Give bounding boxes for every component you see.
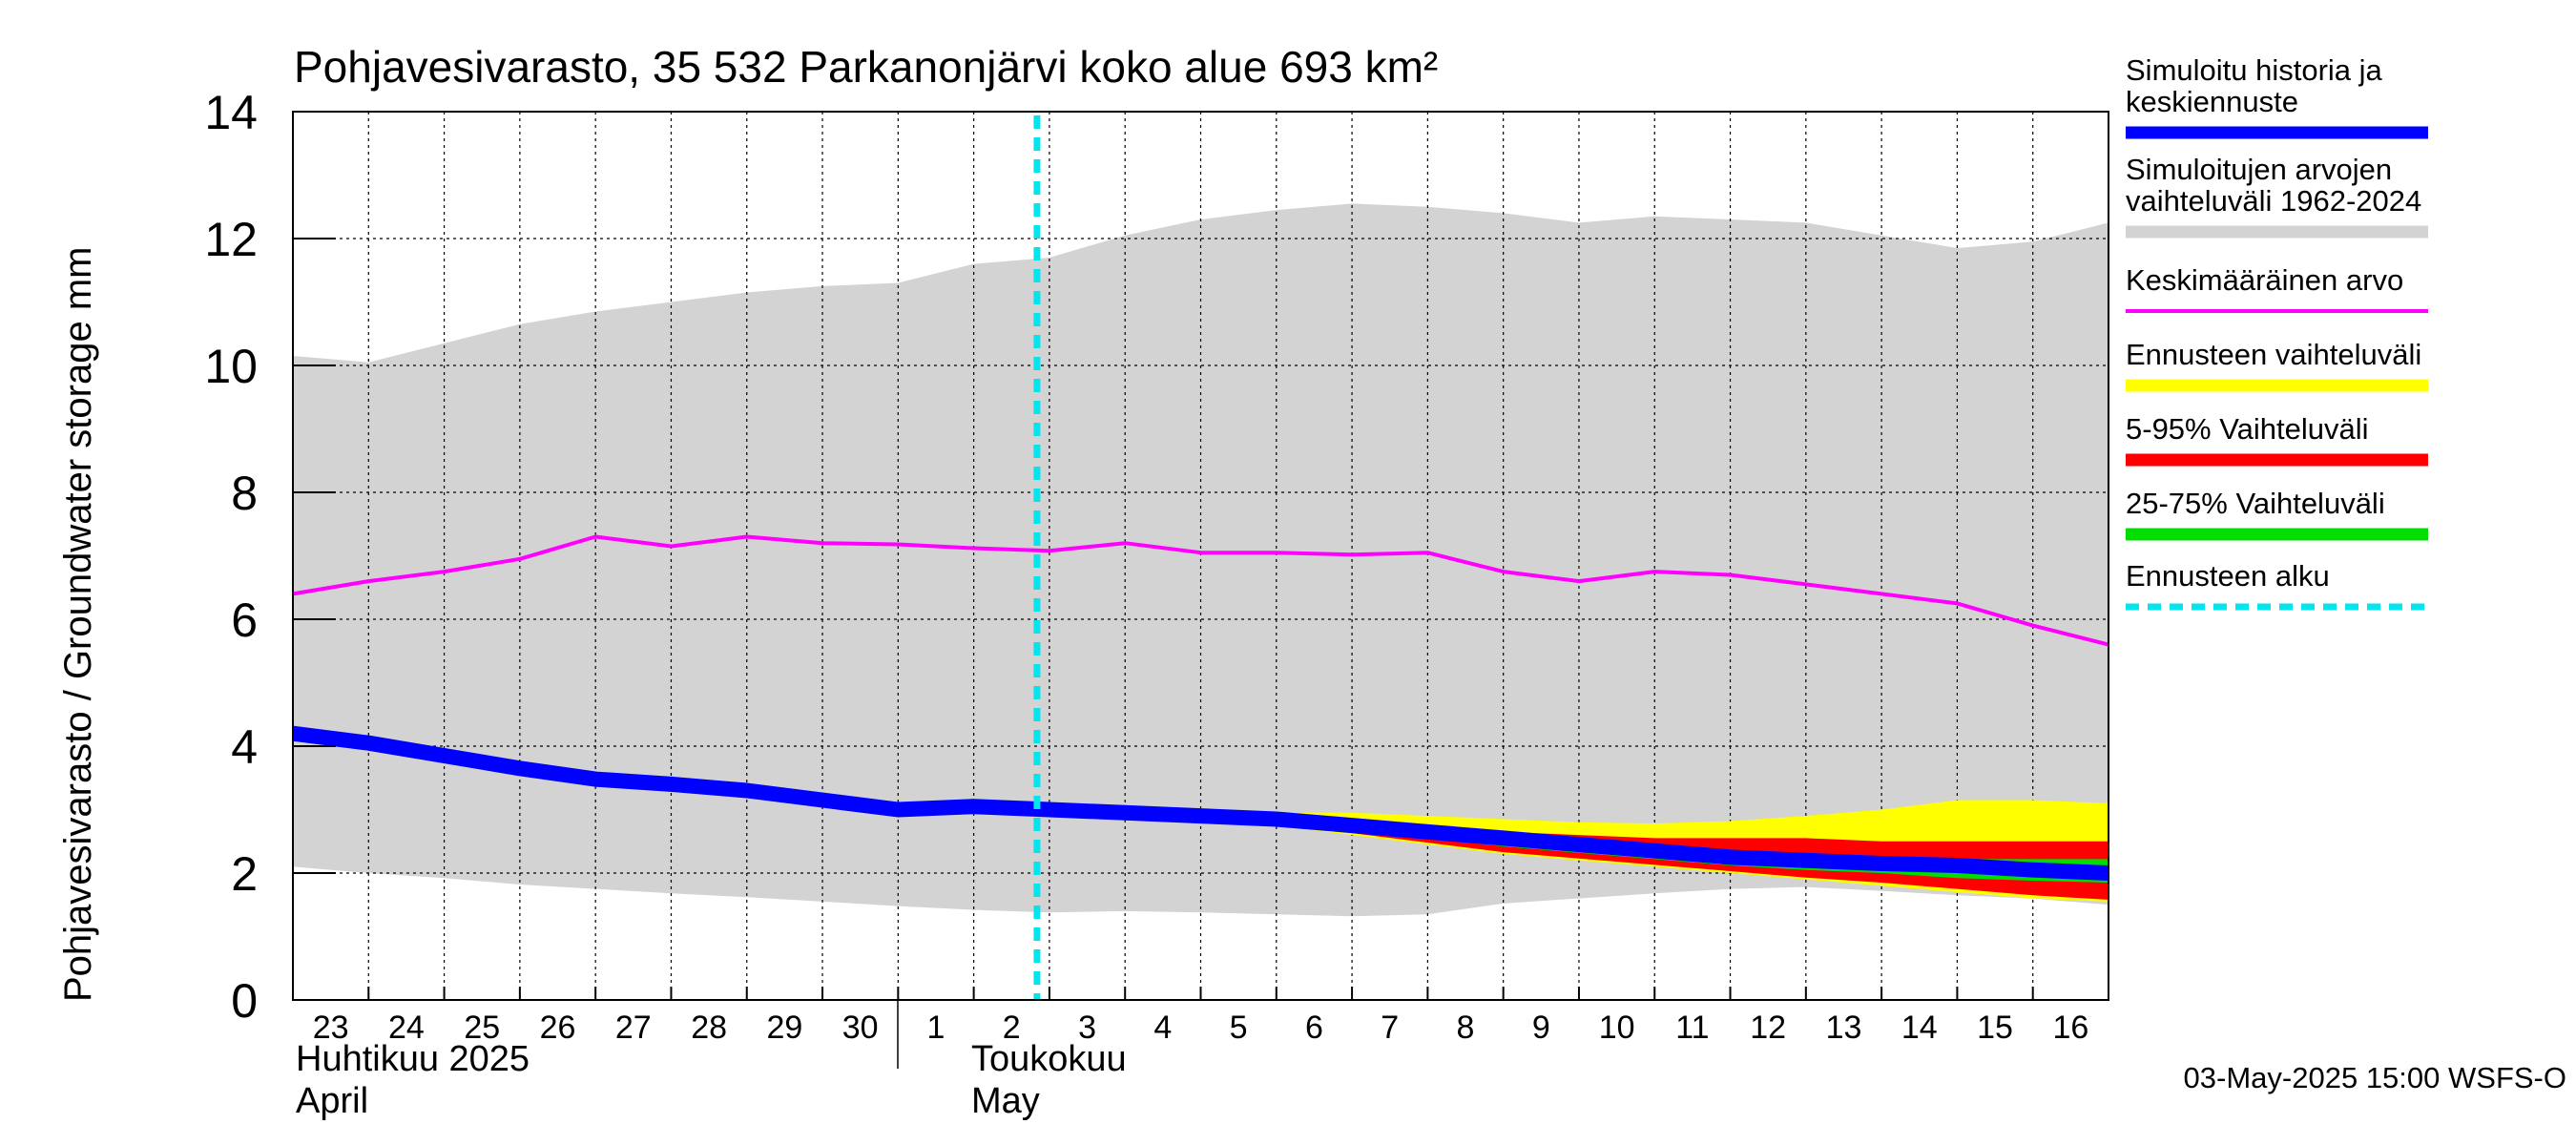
x-tick-label: 4: [1153, 1010, 1172, 1046]
x-tick-label: 15: [1977, 1010, 2013, 1046]
x-tick-label: 1: [927, 1010, 945, 1046]
y-tick-label: 8: [231, 467, 258, 520]
x-axis: 23 24 25 26 27 28 29 30 1 2 3 4 5 6 7 8 9 10 11 12 13 14 15 16: [292, 987, 2109, 1046]
legend-label: Keskimääräinen arvo: [2126, 263, 2403, 297]
x-tick-label: 16: [2052, 1010, 2088, 1046]
x-tick-label: 8: [1457, 1010, 1475, 1046]
legend-label: 5-95% Vaihteluväli: [2126, 412, 2368, 446]
x-tick-label: 2: [1003, 1010, 1021, 1046]
legend-label: Ennusteen vaihteluväli: [2126, 338, 2421, 371]
x-tick-label: 12: [1750, 1010, 1786, 1046]
x-tick-label: 6: [1305, 1010, 1323, 1046]
x-tick-label: 10: [1599, 1010, 1635, 1046]
x-tick-label: 30: [842, 1010, 879, 1046]
x-tick-label: 5: [1230, 1010, 1248, 1046]
legend-label: keskiennuste: [2126, 85, 2298, 118]
month-label-may-en: May: [971, 1081, 1040, 1121]
legend-label: vaihteluväli 1962-2024: [2126, 184, 2421, 218]
x-tick-label: 27: [615, 1010, 652, 1046]
month-label-april-en: April: [296, 1081, 368, 1121]
legend: Simuloitu historia jakeskiennusteSimuloi…: [2126, 53, 2428, 611]
y-tick-label: 12: [204, 213, 258, 266]
y-axis-label: Pohjavesivarasto / Groundwater storage m…: [57, 247, 99, 1002]
footer-timestamp: 03-May-2025 15:00 WSFS-O: [2184, 1061, 2566, 1094]
legend-item-forecast_range: Ennusteen vaihteluväli: [2126, 338, 2428, 392]
x-tick-label: 14: [1901, 1010, 1938, 1046]
x-tick-label: 3: [1078, 1010, 1096, 1046]
grid-lines: [293, 112, 2109, 1000]
month-labels: Huhtikuu 2025 April Toukokuu May: [296, 1000, 1127, 1121]
x-tick-label: 28: [691, 1010, 727, 1046]
x-tick-label: 29: [766, 1010, 802, 1046]
month-label-may-fi: Toukokuu: [971, 1039, 1127, 1079]
x-tick-label: 24: [388, 1010, 425, 1046]
legend-label: Simuloitujen arvojen: [2126, 153, 2392, 186]
history-line: [291, 725, 2109, 881]
chart-title: Pohjavesivarasto, 35 532 Parkanonjärvi k…: [294, 42, 1438, 92]
y-tick-label: 6: [231, 593, 258, 647]
x-tick-label: 23: [313, 1010, 349, 1046]
x-tick-label: 25: [464, 1010, 500, 1046]
x-tick-label: 11: [1675, 1010, 1709, 1046]
y-tick-label: 10: [204, 340, 258, 393]
month-label-april-fi: Huhtikuu 2025: [296, 1039, 530, 1079]
legend-label: Ennusteen alku: [2126, 559, 2330, 593]
plot-area: [291, 112, 2109, 1000]
y-tick-label: 4: [231, 720, 258, 774]
y-tick-label: 14: [204, 86, 258, 139]
legend-item-forecast_start: Ennusteen alku: [2126, 559, 2428, 611]
legend-label: Simuloitu historia ja: [2126, 53, 2383, 87]
y-tick-label: 2: [231, 847, 258, 901]
legend-item-p5_95: 5-95% Vaihteluväli: [2126, 412, 2428, 467]
y-tick-label: 0: [231, 974, 258, 1028]
y-axis: 0 2 4 6 8 10 12 14: [204, 86, 336, 1028]
x-tick-label: 13: [1826, 1010, 1862, 1046]
legend-item-mean: Keskimääräinen arvo: [2126, 263, 2428, 313]
mean-line: [292, 534, 2109, 647]
x-tick-label: 26: [540, 1010, 576, 1046]
legend-item-p25_75: 25-75% Vaihteluväli: [2126, 487, 2428, 541]
x-tick-label: 9: [1532, 1010, 1550, 1046]
legend-label: 25-75% Vaihteluväli: [2126, 487, 2385, 520]
x-tick-label: 7: [1381, 1010, 1399, 1046]
